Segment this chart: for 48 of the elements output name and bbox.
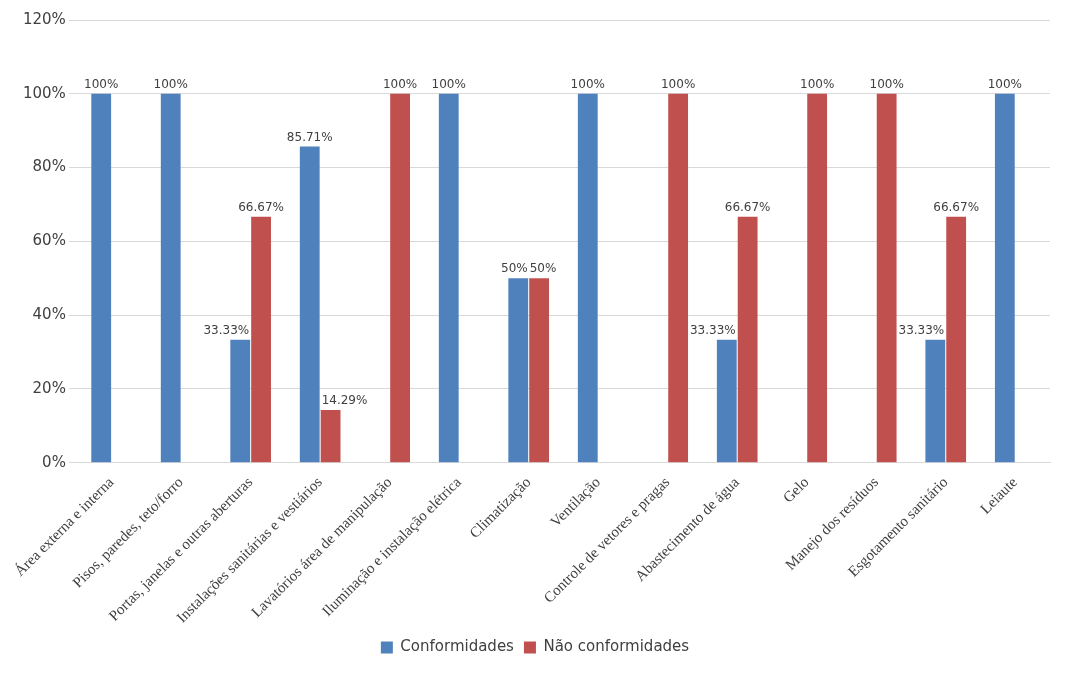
- y-tick-label: 40%: [32, 305, 66, 324]
- data-label: 14.29%: [321, 393, 368, 408]
- data-label: 66.67%: [238, 199, 284, 214]
- data-label: 33.33%: [689, 322, 736, 337]
- bar: [876, 93, 897, 463]
- bar: [994, 93, 1015, 463]
- data-label: 100%: [84, 76, 119, 91]
- data-label: 100%: [382, 76, 418, 91]
- bar: [807, 93, 828, 463]
- bar: [320, 410, 341, 463]
- data-label: 33.33%: [203, 322, 250, 337]
- data-label: 100%: [431, 76, 466, 91]
- y-tick-label: 100%: [22, 83, 66, 102]
- bar: [251, 216, 271, 463]
- y-tick-label: 120%: [22, 9, 66, 28]
- data-label: 50%: [501, 261, 528, 276]
- bar: [91, 93, 112, 463]
- data-label: 66.67%: [933, 199, 980, 214]
- data-label: 33.33%: [898, 322, 945, 337]
- bar: [577, 93, 598, 463]
- y-tick-label: 20%: [32, 378, 66, 397]
- legend-label: Conformidades: [400, 637, 515, 656]
- data-label: 100%: [987, 76, 1022, 91]
- bar: [160, 93, 181, 463]
- bar: [230, 339, 251, 463]
- bar: [299, 146, 320, 463]
- bar: [668, 93, 689, 463]
- data-label: 100%: [660, 76, 696, 91]
- bar: [508, 278, 529, 463]
- bar: [716, 339, 737, 463]
- data-label: 50%: [529, 261, 557, 276]
- data-label: 66.67%: [724, 199, 771, 214]
- x-tick-label: Gelo: [779, 473, 812, 506]
- legend-label: Não conformidades: [543, 637, 690, 656]
- bar: [946, 216, 967, 463]
- data-label: 85.71%: [286, 129, 333, 144]
- data-label: 100%: [570, 76, 605, 91]
- data-label: 100%: [153, 76, 188, 91]
- data-label: 100%: [799, 76, 835, 91]
- data-label: 100%: [869, 76, 904, 91]
- y-tick-label: 80%: [32, 157, 66, 176]
- bar: [390, 93, 410, 463]
- bar: [438, 93, 459, 463]
- y-tick-label: 0%: [42, 452, 66, 471]
- bar: [737, 216, 758, 463]
- bar: [529, 278, 550, 463]
- bar: [925, 339, 946, 463]
- y-tick-label: 60%: [32, 231, 66, 250]
